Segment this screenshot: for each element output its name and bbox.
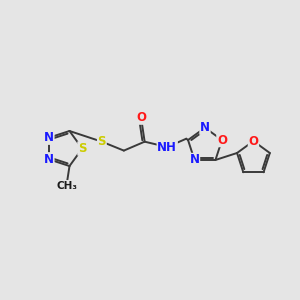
- Text: O: O: [217, 134, 227, 146]
- Text: S: S: [98, 135, 106, 148]
- Text: N: N: [200, 121, 210, 134]
- Text: N: N: [44, 131, 54, 144]
- Text: NH: NH: [157, 140, 177, 154]
- Text: N: N: [190, 154, 200, 166]
- Text: O: O: [137, 111, 147, 124]
- Text: O: O: [248, 135, 258, 148]
- Text: S: S: [78, 142, 86, 155]
- Text: CH₃: CH₃: [57, 181, 78, 191]
- Text: N: N: [44, 153, 54, 166]
